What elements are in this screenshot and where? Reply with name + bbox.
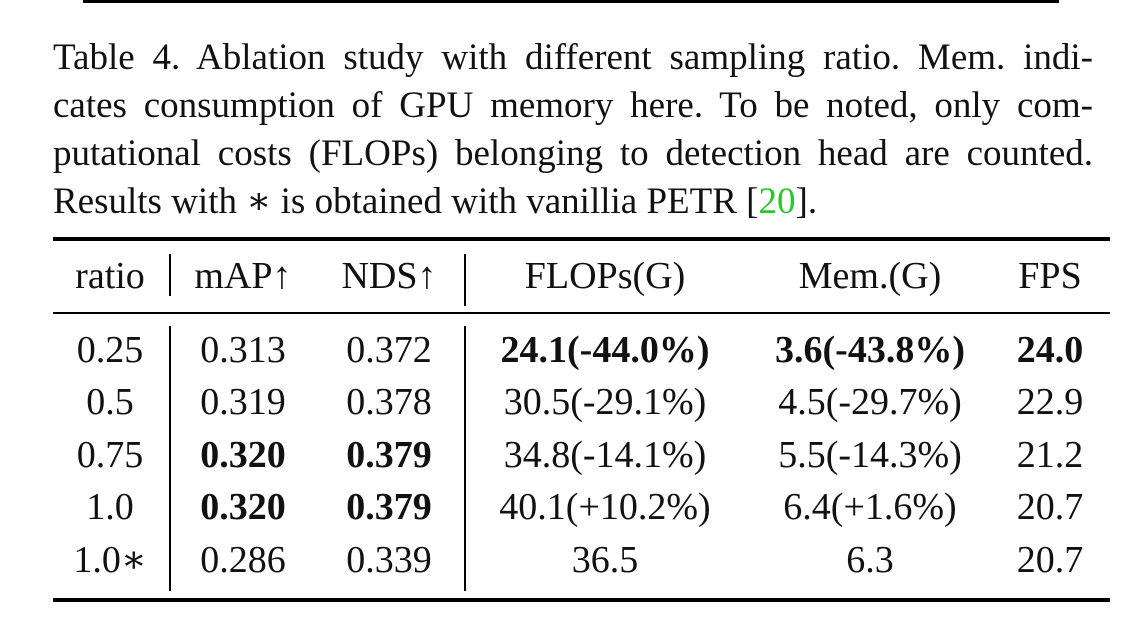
cell-nds: 0.372 xyxy=(346,329,432,371)
header-nds: NDS↑ xyxy=(341,255,437,297)
header-divider-1 xyxy=(169,254,171,296)
body-divider-2 xyxy=(464,326,466,591)
cell-nds: 0.379 xyxy=(346,434,432,476)
cell-ratio: 0.75 xyxy=(76,434,144,476)
caption-line-3: putational costs (FLOPs) belonging to de… xyxy=(53,133,1093,174)
cell-fps: 21.2 xyxy=(1016,434,1084,476)
cell-fps: 24.0 xyxy=(1016,329,1084,371)
header-map: mAP↑ xyxy=(194,255,292,297)
cell-nds: 0.379 xyxy=(346,486,432,528)
cell-ratio: 1.0 xyxy=(86,486,134,528)
cell-mem: 5.5(-14.3%) xyxy=(778,434,962,476)
caption-line-4-text: Results with ∗ is obtained with vanillia… xyxy=(53,181,759,222)
header-fps: FPS xyxy=(1018,255,1082,297)
cell-flops: 36.5 xyxy=(571,539,639,581)
cell-map: 0.286 xyxy=(200,539,286,581)
cell-ratio: 0.5 xyxy=(86,381,134,423)
cell-map: 0.320 xyxy=(200,486,286,528)
cell-mem: 4.5(-29.7%) xyxy=(778,381,962,423)
top-rule xyxy=(83,0,1059,3)
cell-mem: 3.6(-43.8%) xyxy=(775,329,965,371)
table-caption: Table 4. Ablation study with different s… xyxy=(53,34,1093,226)
table-bottom-rule xyxy=(53,598,1110,602)
cell-map: 0.319 xyxy=(200,381,286,423)
cell-nds: 0.339 xyxy=(346,539,432,581)
cell-map: 0.313 xyxy=(200,329,286,371)
cell-fps: 22.9 xyxy=(1016,381,1084,423)
table-header-rule xyxy=(53,312,1110,314)
cell-flops: 30.5(-29.1%) xyxy=(503,381,707,423)
body-divider-1 xyxy=(169,326,171,591)
table-top-rule xyxy=(53,237,1110,241)
cell-ratio: 0.25 xyxy=(76,329,144,371)
caption-line-4: Results with ∗ is obtained with vanillia… xyxy=(53,178,1093,226)
cell-flops: 24.1(-44.0%) xyxy=(500,329,710,371)
cell-map: 0.320 xyxy=(200,434,286,476)
caption-line-2: cates consumption of GPU memory here. To… xyxy=(53,85,1093,126)
header-ratio: ratio xyxy=(75,255,145,297)
header-flops: FLOPs(G) xyxy=(524,255,686,297)
cell-flops: 34.8(-14.1%) xyxy=(503,434,707,476)
cell-mem: 6.3 xyxy=(846,539,894,581)
citation-link[interactable]: 20 xyxy=(758,181,796,222)
cell-fps: 20.7 xyxy=(1016,539,1084,581)
header-mem: Mem.(G) xyxy=(798,255,942,297)
cell-nds: 0.378 xyxy=(346,381,432,423)
caption-line-1: Table 4. Ablation study with different s… xyxy=(53,37,1093,78)
cell-fps: 20.7 xyxy=(1016,486,1084,528)
cell-mem: 6.4(+1.6%) xyxy=(783,486,957,528)
caption-line-4-tail: ]. xyxy=(795,181,818,222)
header-divider-2 xyxy=(464,254,466,306)
cell-ratio: 1.0∗ xyxy=(73,539,147,581)
cell-flops: 40.1(+10.2%) xyxy=(499,486,711,528)
